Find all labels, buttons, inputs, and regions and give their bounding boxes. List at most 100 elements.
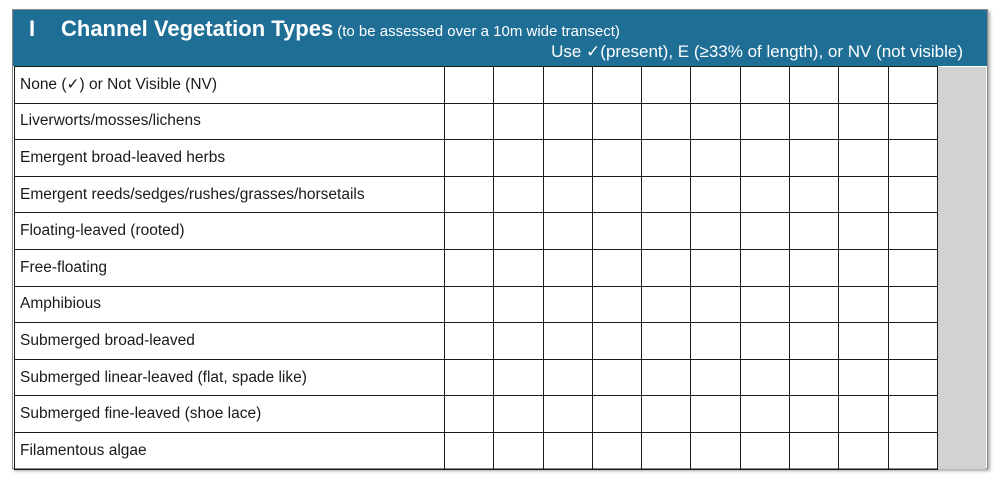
entry-cell[interactable] [542,248,593,287]
entry-cell[interactable] [739,285,791,324]
entry-cell[interactable] [542,395,593,433]
entry-cell[interactable] [789,358,840,397]
entry-cell[interactable] [641,66,692,104]
entry-cell[interactable] [542,322,593,360]
entry-cell[interactable] [641,212,692,250]
entry-cell[interactable] [739,395,791,433]
entry-cell[interactable] [887,212,938,250]
entry-cell[interactable] [838,358,889,397]
entry-cell[interactable] [542,285,593,324]
entry-cell[interactable] [739,139,791,177]
entry-cell[interactable] [443,212,495,250]
entry-cell[interactable] [690,66,741,104]
entry-cell[interactable] [690,322,741,360]
entry-cell[interactable] [591,102,643,141]
entry-cell[interactable] [789,248,840,287]
entry-cell[interactable] [591,395,643,433]
entry-cell[interactable] [887,322,938,360]
entry-cell[interactable] [838,102,889,141]
entry-cell[interactable] [838,431,889,470]
entry-cell[interactable] [739,212,791,250]
entry-cell[interactable] [641,248,692,287]
entry-cell[interactable] [789,139,840,177]
entry-cell[interactable] [739,66,791,104]
entry-cell[interactable] [493,285,544,324]
entry-cell[interactable] [739,175,791,214]
entry-cell[interactable] [641,175,692,214]
entry-cell[interactable] [542,102,593,141]
entry-cell[interactable] [542,175,593,214]
entry-cell[interactable] [542,66,593,104]
entry-cell[interactable] [690,285,741,324]
entry-cell[interactable] [493,322,544,360]
entry-cell[interactable] [690,102,741,141]
entry-cell[interactable] [443,431,495,470]
entry-cell[interactable] [789,285,840,324]
entry-cell[interactable] [641,358,692,397]
entry-cell[interactable] [641,395,692,433]
entry-cell[interactable] [690,175,741,214]
entry-cell[interactable] [690,248,741,287]
entry-cell[interactable] [493,395,544,433]
entry-cell[interactable] [443,285,495,324]
entry-cell[interactable] [591,358,643,397]
entry-cell[interactable] [493,358,544,397]
entry-cell[interactable] [789,395,840,433]
entry-cell[interactable] [443,322,495,360]
entry-cell[interactable] [789,175,840,214]
entry-cell[interactable] [887,358,938,397]
entry-cell[interactable] [690,139,741,177]
entry-cell[interactable] [493,102,544,141]
entry-cell[interactable] [838,66,889,104]
entry-cell[interactable] [838,285,889,324]
entry-cell[interactable] [493,212,544,250]
entry-cell[interactable] [493,431,544,470]
entry-cell[interactable] [443,102,495,141]
entry-cell[interactable] [887,139,938,177]
entry-cell[interactable] [493,139,544,177]
entry-cell[interactable] [887,102,938,141]
entry-cell[interactable] [789,212,840,250]
entry-cell[interactable] [690,358,741,397]
entry-cell[interactable] [739,248,791,287]
entry-cell[interactable] [739,358,791,397]
entry-cell[interactable] [443,66,495,104]
entry-cell[interactable] [443,175,495,214]
entry-cell[interactable] [591,322,643,360]
entry-cell[interactable] [739,431,791,470]
entry-cell[interactable] [838,212,889,250]
entry-cell[interactable] [789,431,840,470]
entry-cell[interactable] [591,139,643,177]
entry-cell[interactable] [641,102,692,141]
entry-cell[interactable] [887,395,938,433]
entry-cell[interactable] [690,395,741,433]
entry-cell[interactable] [887,285,938,324]
entry-cell[interactable] [838,395,889,433]
entry-cell[interactable] [641,431,692,470]
entry-cell[interactable] [591,175,643,214]
entry-cell[interactable] [887,175,938,214]
entry-cell[interactable] [887,66,938,104]
entry-cell[interactable] [641,322,692,360]
entry-cell[interactable] [591,248,643,287]
entry-cell[interactable] [591,212,643,250]
entry-cell[interactable] [641,285,692,324]
entry-cell[interactable] [443,139,495,177]
entry-cell[interactable] [591,66,643,104]
entry-cell[interactable] [838,322,889,360]
entry-cell[interactable] [443,248,495,287]
entry-cell[interactable] [887,248,938,287]
entry-cell[interactable] [739,322,791,360]
entry-cell[interactable] [838,139,889,177]
entry-cell[interactable] [789,66,840,104]
entry-cell[interactable] [739,102,791,141]
entry-cell[interactable] [789,322,840,360]
entry-cell[interactable] [591,285,643,324]
entry-cell[interactable] [493,66,544,104]
entry-cell[interactable] [641,139,692,177]
entry-cell[interactable] [542,431,593,470]
entry-cell[interactable] [493,175,544,214]
entry-cell[interactable] [443,358,495,397]
entry-cell[interactable] [838,248,889,287]
entry-cell[interactable] [542,358,593,397]
